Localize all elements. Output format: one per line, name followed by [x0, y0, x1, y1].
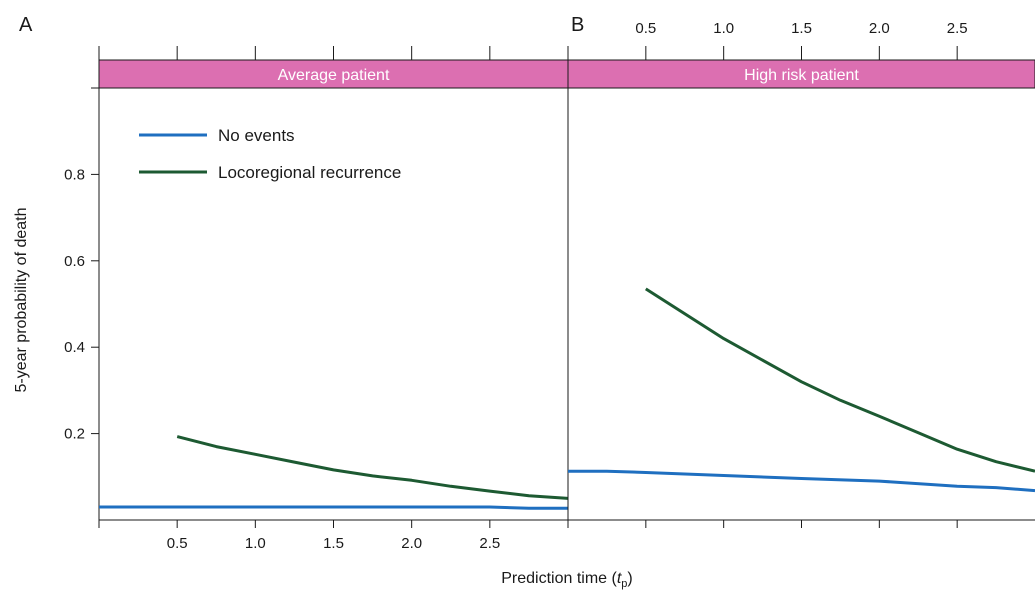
legend-label-no-events: No events: [218, 126, 295, 145]
panel-b-line-no-events: [568, 469, 1035, 493]
panel-b-x-tick-label: 2.5: [947, 20, 968, 37]
panel-a-line-no-events: [99, 505, 568, 510]
panel-a-y-tick-label: 0.6: [64, 253, 85, 270]
panel-letter-a: A: [19, 14, 33, 36]
panel-a-y-tick-label: 0.2: [64, 426, 85, 443]
panel-a-y-tick-label: 0.4: [64, 339, 85, 356]
panel-b-x-tick-label: 0.5: [635, 20, 656, 37]
legend-label-locoregional-recurrence: Locoregional recurrence: [218, 163, 401, 182]
panel-a-x-tick-label: 1.0: [245, 535, 266, 552]
panel-a-x-tick-label: 1.5: [323, 535, 344, 552]
panel-a-x-tick-label: 2.0: [401, 535, 422, 552]
panel-a-strip: [98, 59, 569, 89]
panel-a-y-tick-label: 0.8: [64, 166, 85, 183]
panel-a-strip-title: Average patient: [278, 67, 390, 84]
panel-b-strip-title: High risk patient: [744, 67, 859, 84]
panel-b-x-tick-label: 1.0: [713, 20, 734, 37]
panel-b-line-locoregional-recurrence: [644, 287, 1035, 473]
panel-a-x-tick-label: 2.5: [479, 535, 500, 552]
x-axis-label-main: Prediction time (tp): [501, 570, 633, 591]
panel-b-x-tick-label: 2.0: [869, 20, 890, 37]
panel-a-x-tick-label: 0.5: [167, 535, 188, 552]
panel-b-x-tick-label: 1.5: [791, 20, 812, 37]
panel-letter-b: B: [571, 14, 585, 36]
panel-b-strip: [567, 59, 1035, 89]
y-axis-label: 5-year probability of death: [13, 207, 30, 393]
x-axis-label: Prediction time (tp): [501, 570, 633, 590]
panel-a-line-locoregional-recurrence: [176, 435, 569, 500]
